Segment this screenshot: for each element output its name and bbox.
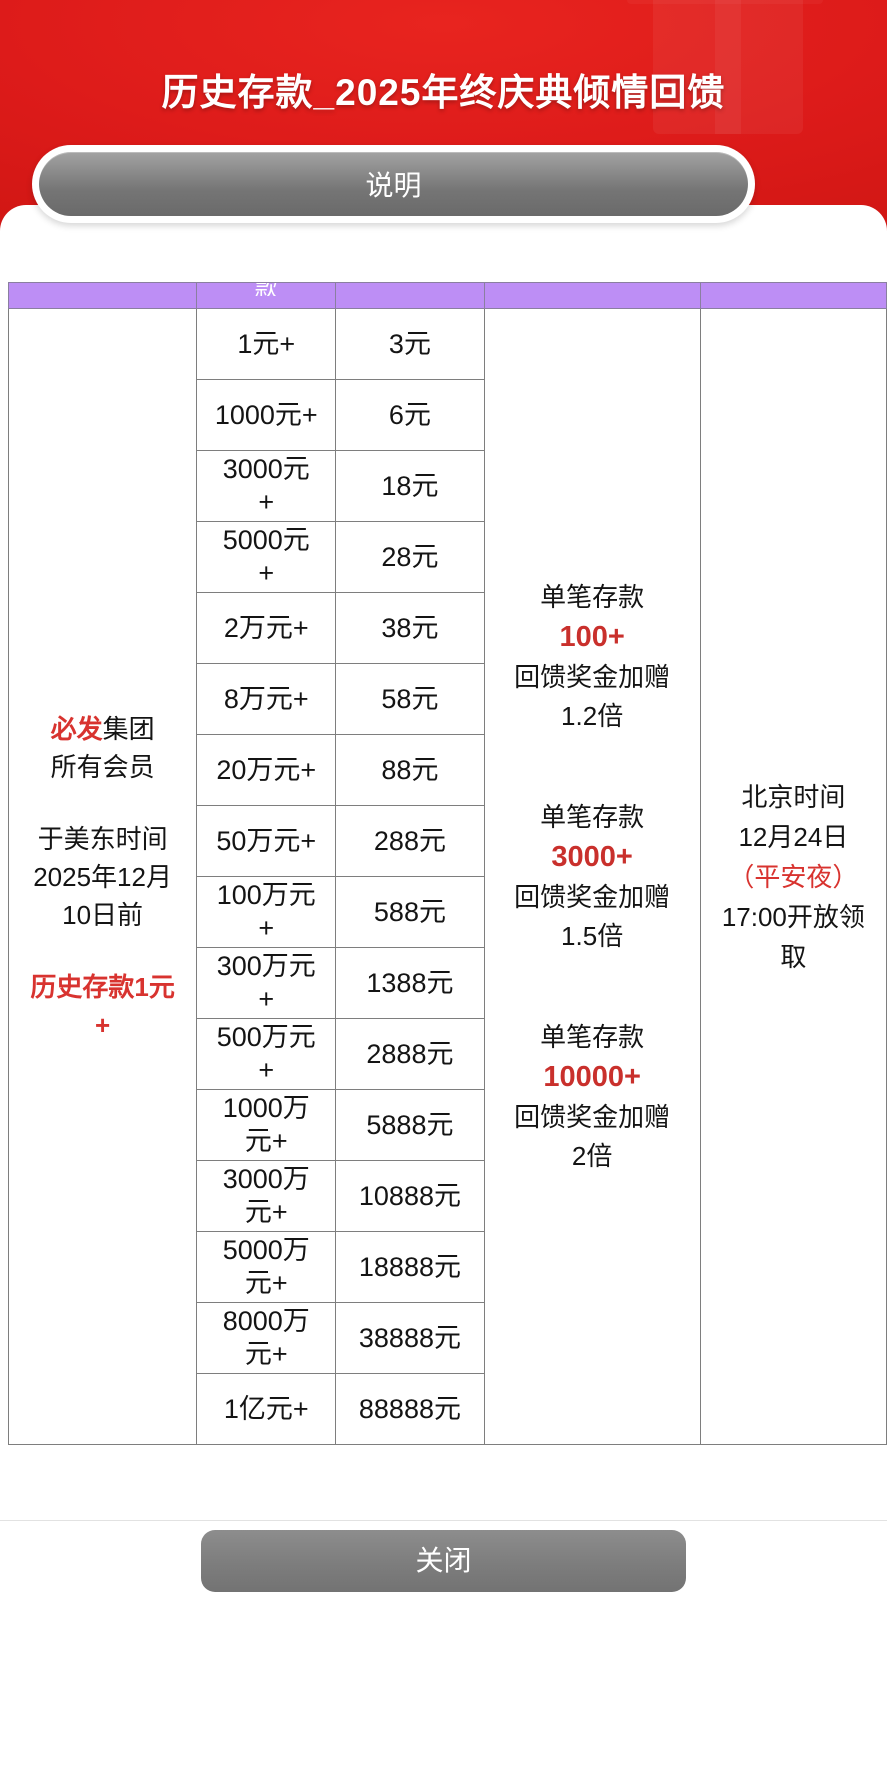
cell-deposit: 5000元 + [196,521,337,593]
cell-deposit: 2万元+ [196,592,337,664]
cell-deposit: 1000万 元+ [196,1089,337,1161]
close-button[interactable]: 关闭 [201,1530,686,1592]
condition-spacer-1 [485,736,700,798]
table-row: 8万元+ 58元 [9,663,887,735]
cell-deposit: 500万元 + [196,1018,337,1090]
condition-amount-3: 10000+ [543,1060,641,1093]
table-row: 1000元+ 6元 [9,379,887,451]
promo-table-wrapper: 款 必发集团 所有会员 于美东时间 2025年12月 1 [8,282,887,1520]
table-row: 2万元+ 38元 [9,592,887,664]
cell-deposit: 8万元+ [196,663,337,735]
header-claim-time [699,282,887,309]
eligibility-min-history: 历史存款1元 [30,971,175,1002]
condition-multiplier-3: 2倍 [571,1140,613,1171]
eligibility-group: 集团 [102,713,155,744]
table-row: 3000万 元+ 10888元 [9,1160,887,1232]
claim-time-text: 北京时间 12月24日 （平安夜） 17:00开放领 取 [701,777,886,977]
cell-reward: 588元 [335,876,485,948]
cell-reward: 28元 [335,521,485,593]
condition-head-1: 单笔存款 [540,581,645,612]
cell-reward: 18888元 [335,1231,485,1303]
eligibility-deadline: 10日前 [62,899,144,930]
cell-reward: 288元 [335,805,485,877]
claim-hour-2: 取 [780,941,807,972]
cell-deposit: 100万元 + [196,876,337,948]
cell-reward: 58元 [335,663,485,735]
cell-reward: 38元 [335,592,485,664]
cell-claim-time: 北京时间 12月24日 （平安夜） 17:00开放领 取 [699,308,887,1445]
condition-amount-2: 3000+ [551,840,633,873]
claim-date: 12月24日 [738,821,849,852]
eligibility-date: 2025年12月 [33,861,172,892]
cell-reward: 10888元 [335,1160,485,1232]
cell-deposit: 50万元+ [196,805,337,877]
cell-reward: 18元 [335,450,485,522]
eligibility-members: 所有会员 [50,751,155,782]
cell-deposit: 1元+ [196,308,337,380]
claim-holiday: （平安夜） [728,861,859,892]
table-header-row: 款 [8,282,887,309]
table-row: 1亿元+ 88888元 [9,1373,887,1445]
condition-head-3: 单笔存款 [540,1021,645,1052]
eligibility-spacer-2 [15,934,190,968]
page-title: 历史存款_2025年终庆典倾情回馈 [161,72,726,113]
cell-reward: 38888元 [335,1302,485,1374]
header-reward [335,282,485,309]
table-row: 20万元+ 88元 [9,734,887,806]
condition-multiplier-1: 1.2倍 [561,700,624,731]
table-row: 500万元 + 2888元 [9,1018,887,1090]
cell-conditions: 单笔存款 100+ 回馈奖金加赠 1.2倍 单笔存款 3000+ 回馈奖金加赠 … [483,308,701,1445]
table-row: 1000万 元+ 5888元 [9,1089,887,1161]
condition-amount-1: 100+ [559,620,625,653]
claim-hour: 17:00开放领 [721,901,865,932]
table-row: 100万元 + 588元 [9,876,887,948]
cell-reward: 2888元 [335,1018,485,1090]
cell-deposit: 1000元+ [196,379,337,451]
gift-ribbon-icon [627,0,823,4]
condition-spacer-2 [485,956,700,1018]
instructions-button-wrap: 说明 [32,145,755,223]
header-deposit: 款 [196,282,337,309]
cell-eligibility: 必发集团 所有会员 于美东时间 2025年12月 10日前 历史存款1元 + [8,308,198,1445]
cell-deposit: 20万元+ [196,734,337,806]
eligibility-min-history-plus: + [95,1009,111,1040]
cell-reward: 1388元 [335,947,485,1019]
cell-deposit: 1亿元+ [196,1373,337,1445]
condition-block-2: 单笔存款 3000+ 回馈奖金加赠 1.5倍 [485,798,700,956]
condition-multiplier-2: 1.5倍 [561,920,624,951]
condition-head-2: 单笔存款 [540,801,645,832]
cell-deposit: 8000万 元+ [196,1302,337,1374]
condition-block-1: 单笔存款 100+ 回馈奖金加赠 1.2倍 [485,578,700,736]
eligibility-spacer [15,786,190,820]
table-row: 50万元+ 288元 [9,805,887,877]
cell-deposit: 3000元 + [196,450,337,522]
condition-body-3: 回馈奖金加赠 [514,1101,671,1132]
condition-body-2: 回馈奖金加赠 [514,881,671,912]
eligibility-brand: 必发 [50,713,103,744]
table-row: 3000元 + 18元 [9,450,887,522]
cell-deposit: 3000万 元+ [196,1160,337,1232]
header-condition [483,282,701,309]
cell-reward: 5888元 [335,1089,485,1161]
table-row: 必发集团 所有会员 于美东时间 2025年12月 10日前 历史存款1元 + 1… [8,308,887,1445]
cell-deposit: 300万元 + [196,947,337,1019]
header-eligibility [8,282,198,309]
cell-reward: 88888元 [335,1373,485,1445]
condition-block-3: 单笔存款 10000+ 回馈奖金加赠 2倍 [485,1018,700,1176]
instructions-button[interactable]: 说明 [39,152,748,216]
cell-reward: 3元 [335,308,485,380]
table-row: 5000元 + 28元 [9,521,887,593]
cell-reward: 6元 [335,379,485,451]
claim-timezone: 北京时间 [741,781,846,812]
condition-body-1: 回馈奖金加赠 [514,661,671,692]
table-row: 8000万 元+ 38888元 [9,1302,887,1374]
cell-reward: 88元 [335,734,485,806]
promo-table: 款 必发集团 所有会员 于美东时间 2025年12月 1 [8,282,887,1445]
eligibility-timezone: 于美东时间 [37,823,168,854]
cell-deposit: 5000万 元+ [196,1231,337,1303]
eligibility-text: 必发集团 所有会员 于美东时间 2025年12月 10日前 历史存款1元 + [9,710,196,1044]
gift-box-icon [653,0,803,134]
